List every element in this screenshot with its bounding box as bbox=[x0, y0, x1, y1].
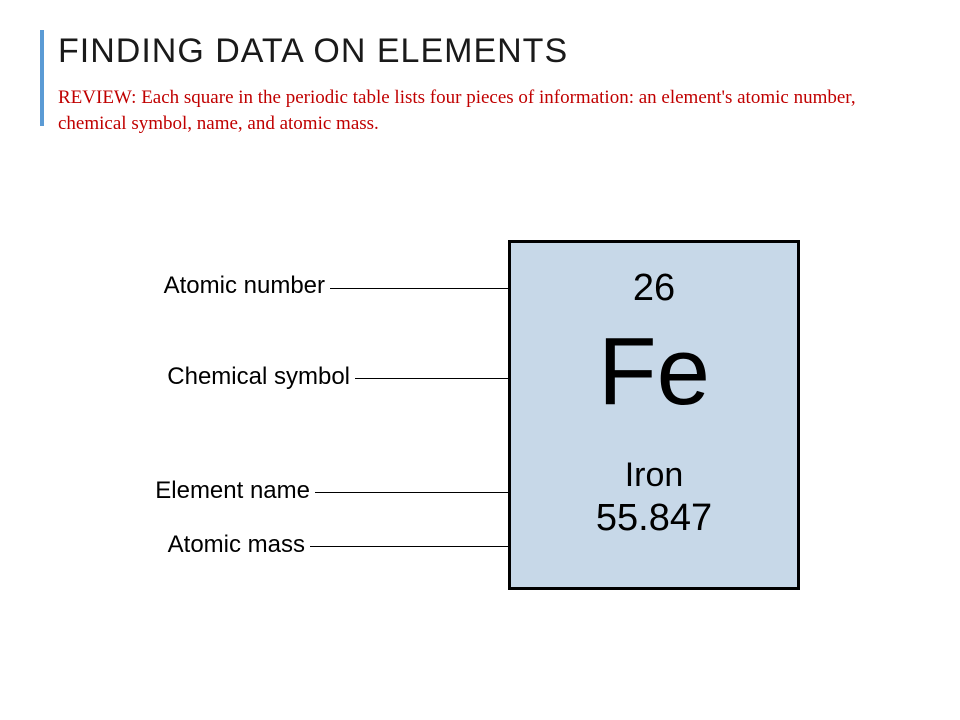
element-name-value: Iron bbox=[511, 456, 797, 495]
title-content: FINDING DATA ON ELEMENTS REVIEW: Each sq… bbox=[58, 30, 878, 136]
label-atomic-number: Atomic number bbox=[130, 272, 325, 300]
atomic-mass-value: 55.847 bbox=[511, 497, 797, 540]
label-atomic-mass: Atomic mass bbox=[130, 531, 305, 559]
label-element-name: Element name bbox=[130, 477, 310, 505]
atomic-number-value: 26 bbox=[511, 267, 797, 310]
element-diagram: Atomic number Chemical symbol Element na… bbox=[130, 230, 830, 630]
chemical-symbol-value: Fe bbox=[511, 324, 797, 420]
review-text: REVIEW: Each square in the periodic tabl… bbox=[58, 85, 878, 136]
label-chemical-symbol: Chemical symbol bbox=[130, 363, 350, 391]
element-box: 26 Fe Iron 55.847 bbox=[508, 240, 800, 590]
title-block: FINDING DATA ON ELEMENTS REVIEW: Each sq… bbox=[40, 30, 878, 136]
page-title: FINDING DATA ON ELEMENTS bbox=[58, 30, 878, 71]
title-accent-bar bbox=[40, 30, 44, 126]
